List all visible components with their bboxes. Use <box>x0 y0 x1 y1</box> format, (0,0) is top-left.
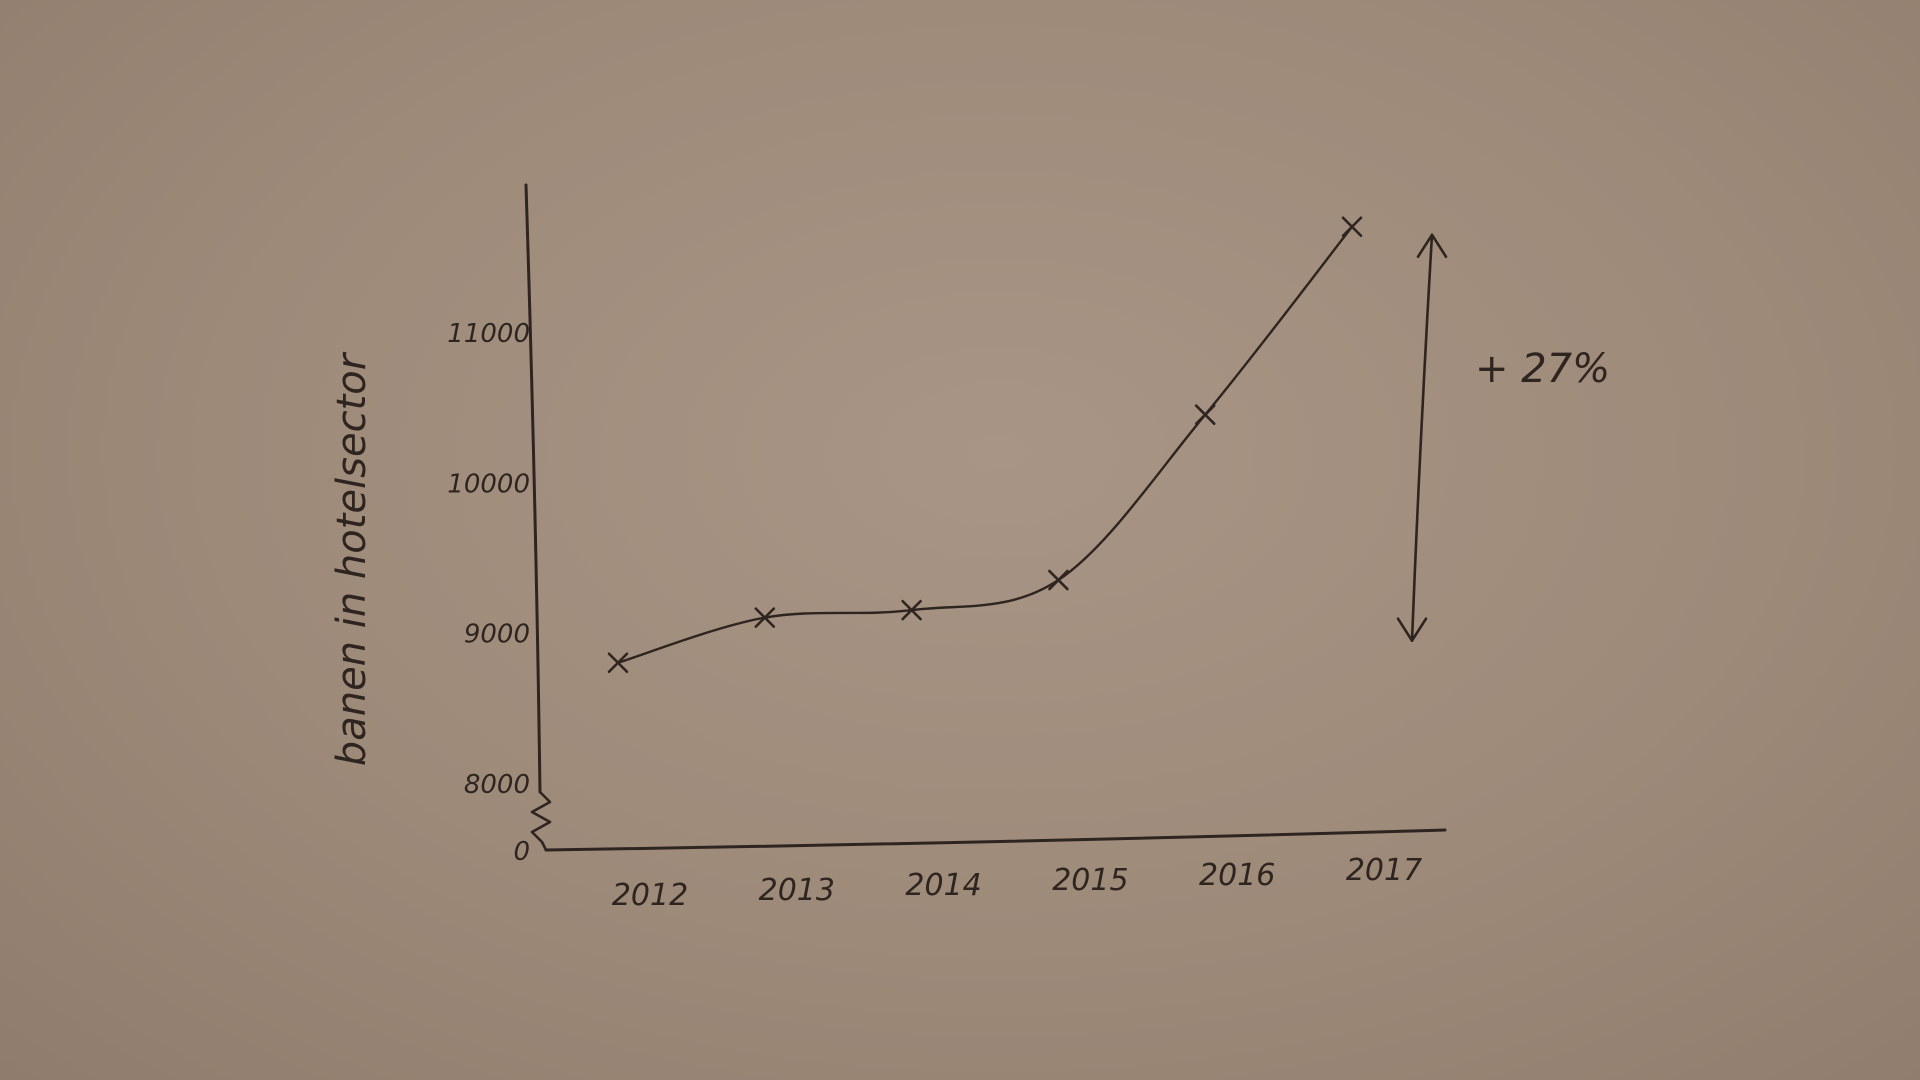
chart-axes <box>524 183 1447 852</box>
annotation-arrow-shaft <box>1410 233 1434 642</box>
data-series <box>607 216 1363 674</box>
x-tick-label: 2012 <box>612 878 688 913</box>
data-point-marker <box>754 607 776 628</box>
series-line <box>616 225 1354 664</box>
x-tick-label: 2016 <box>1199 858 1275 893</box>
y-tick-labels: 0 8000 9000 10000 11000 <box>447 319 530 867</box>
y-axis-label: banen in hotelsector <box>329 351 375 766</box>
x-tick-label: 2015 <box>1052 863 1128 898</box>
x-tick-labels: 2012 2013 2014 2015 2016 2017 <box>612 853 1422 913</box>
annotation-arrowhead-up <box>1416 233 1448 259</box>
x-tick-label: 2013 <box>759 873 835 908</box>
data-point-marker <box>1194 404 1216 425</box>
y-tick-label: 9000 <box>464 620 530 650</box>
y-tick-label: 11000 <box>447 319 530 349</box>
data-point-marker <box>1048 569 1069 591</box>
data-point-marker <box>901 599 922 621</box>
x-tick-label: 2014 <box>905 868 981 903</box>
y-tick-label: 10000 <box>447 469 530 499</box>
annotation: + 27% <box>1396 233 1610 642</box>
y-axis-line <box>524 183 542 794</box>
y-tick-label: 8000 <box>464 770 530 800</box>
annotation-arrowhead-down <box>1396 617 1428 642</box>
x-axis-line <box>544 828 1447 852</box>
y-tick-label: 0 <box>513 837 530 867</box>
x-tick-label: 2017 <box>1346 853 1422 888</box>
data-point-marker <box>1341 216 1363 238</box>
annotation-label: + 27% <box>1475 346 1610 392</box>
y-axis-break <box>530 790 552 852</box>
data-point-marker <box>607 652 629 674</box>
